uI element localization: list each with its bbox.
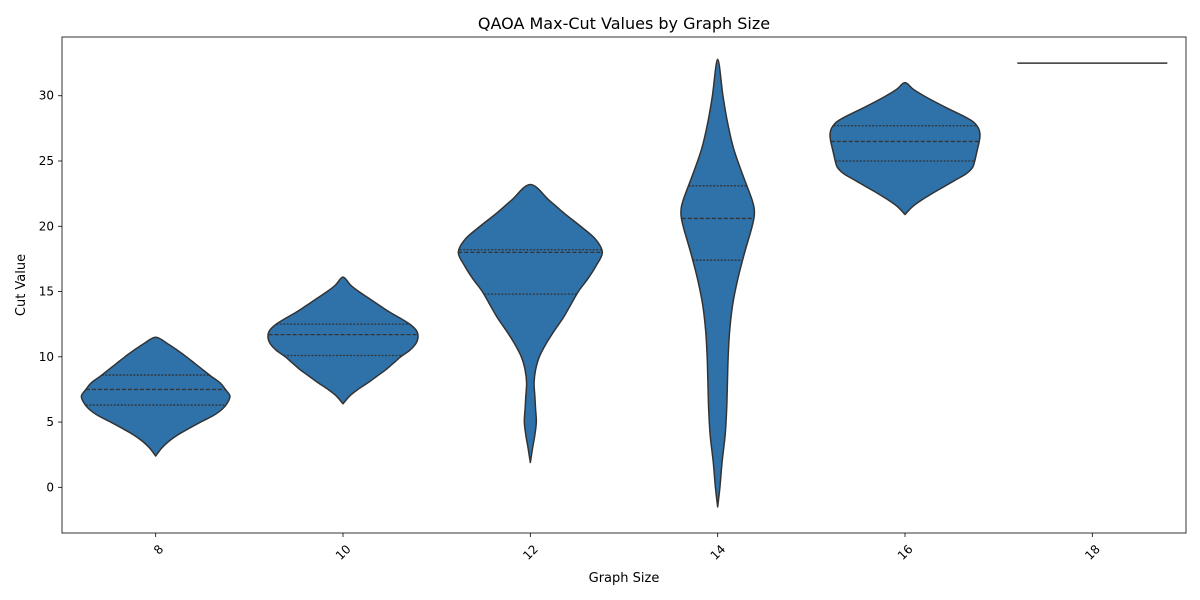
y-tick-label: 0 (46, 480, 54, 494)
violin-body (680, 58, 756, 508)
violin-body (829, 81, 981, 216)
violin-12 (457, 183, 604, 464)
plot-frame (61, 36, 1187, 534)
violin-body (267, 276, 419, 405)
x-axis: 8 10 12 14 16 18 (151, 533, 1103, 563)
violin-8 (80, 336, 231, 457)
x-tick-label: 12 (520, 542, 541, 563)
violin-10 (267, 276, 419, 405)
x-tick-label: 14 (708, 542, 729, 563)
y-tick-label: 25 (39, 154, 54, 168)
x-tick-label: 8 (151, 542, 166, 557)
violin-body (457, 183, 604, 464)
y-tick-label: 10 (39, 350, 54, 364)
y-axis: 0 5 10 15 20 25 30 (39, 89, 62, 494)
y-tick-label: 15 (39, 285, 54, 299)
y-tick-label: 30 (39, 89, 54, 103)
x-tick-label: 16 (895, 542, 916, 563)
y-tick-label: 5 (46, 415, 54, 429)
y-tick-label: 20 (39, 219, 54, 233)
x-tick-label: 10 (333, 542, 354, 563)
y-axis-label: Cut Value (14, 254, 29, 316)
violin-body (80, 336, 231, 457)
violins-group (80, 58, 1168, 508)
violin-14 (680, 58, 756, 508)
x-axis-label: Graph Size (589, 571, 660, 586)
chart-title: QAOA Max-Cut Values by Graph Size (478, 14, 770, 33)
violin-16 (829, 81, 981, 216)
x-tick-label: 18 (1082, 542, 1103, 563)
